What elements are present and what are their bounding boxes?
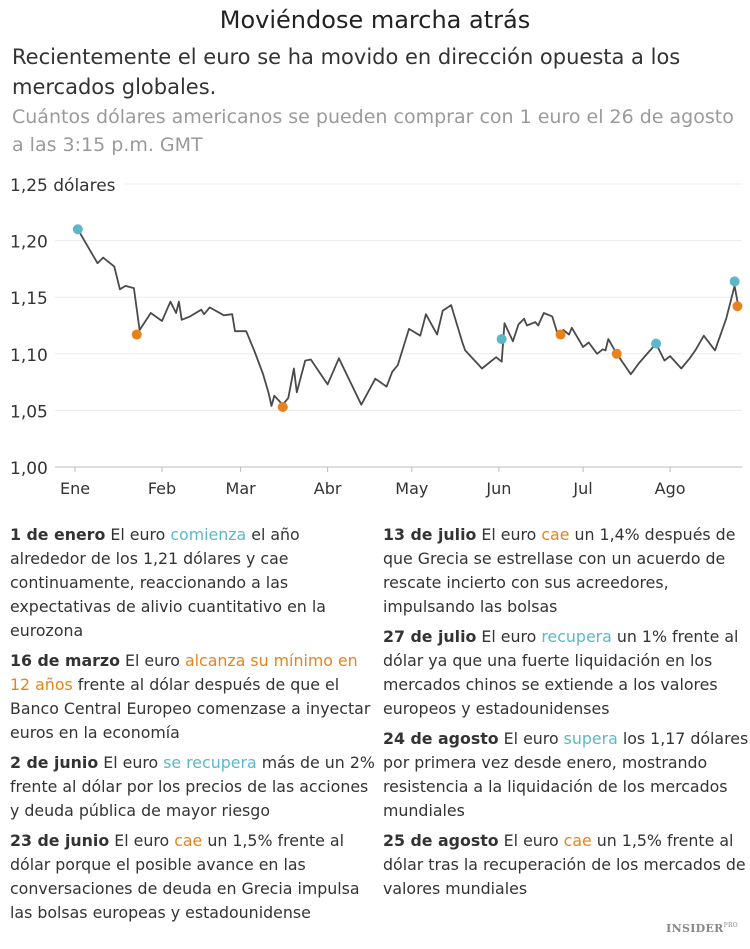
annotations-left: 1 de enero El euro comienza el año alred…	[10, 523, 378, 931]
fall-marker	[131, 329, 142, 340]
x-tick-label: Feb	[148, 479, 176, 498]
y-tick-label: 1,00	[10, 459, 48, 479]
annotation-text: El euro	[125, 651, 180, 670]
y-tick-label: 1,05	[10, 402, 48, 422]
annotation-text: El euro	[481, 525, 537, 544]
x-tick-label: Ago	[655, 479, 686, 498]
annotation-text: un 1% frente al dólar ya que una fuerte …	[383, 627, 739, 718]
annotation-highlight: cae	[174, 831, 203, 850]
insider-pro-logo: INSIDERPRO	[666, 922, 738, 935]
annotation-date: 25 de agosto	[383, 831, 499, 850]
annotation-highlight: recupera	[541, 627, 612, 646]
annotation-date: 1 de enero	[10, 525, 106, 544]
x-tick-label: Jun	[485, 479, 511, 498]
y-tick-label: 1,20	[10, 233, 48, 253]
annotation-text: El euro	[110, 525, 166, 544]
annotation: 2 de junio El euro se recupera más de un…	[10, 751, 378, 823]
annotation-text: más de un 2% frente al dólar por los pre…	[10, 753, 375, 820]
annotations-right: 13 de julio El euro cae un 1,4% después …	[383, 523, 750, 907]
annotation-text: el año alrededor de los 1,21 dólares y c…	[10, 525, 326, 640]
annotation: 13 de julio El euro cae un 1,4% después …	[383, 523, 750, 619]
annotation: 25 de agosto El euro cae un 1,5% frente …	[383, 829, 750, 901]
annotation: 24 de agosto El euro supera los 1,17 dól…	[383, 727, 750, 823]
chart-description: Cuántos dólares americanos se pueden com…	[12, 106, 734, 156]
euro-dollar-line	[77, 228, 739, 407]
annotation-highlight: cae	[541, 525, 570, 544]
annotation: 23 de junio El euro cae un 1,5% frente a…	[10, 829, 378, 925]
annotation-highlight: se recupera	[163, 753, 257, 772]
y-tick-label: 1,15	[10, 289, 48, 309]
rise-marker	[496, 334, 507, 345]
annotation-text: frente al dólar después de que el Banco …	[10, 675, 371, 742]
annotation-date: 2 de junio	[10, 753, 99, 772]
annotation-text: un 1,5% frente al dólar porque el posibl…	[10, 831, 360, 922]
fall-marker	[611, 348, 622, 359]
x-tick-label: Abr	[314, 479, 342, 498]
annotation-text: un 1,5% frente al dólar tras la recupera…	[383, 831, 746, 898]
annotation: 1 de enero El euro comienza el año alred…	[10, 523, 378, 643]
annotation-text: un 1,4% después de que Grecia se estrell…	[383, 525, 736, 616]
annotation-highlight: alcanza su mínimo en 12 años	[10, 651, 358, 694]
annotation-date: 27 de julio	[383, 627, 477, 646]
rise-marker	[72, 224, 83, 235]
annotation-date: 23 de junio	[10, 831, 110, 850]
annotation-text: El euro	[114, 831, 170, 850]
annotation-text: El euro	[481, 627, 537, 646]
x-tick-label: Jul	[572, 479, 592, 498]
rise-marker	[729, 276, 740, 287]
chart-subtitle: Recientemente el euro se ha movido en di…	[12, 45, 681, 99]
x-tick-label: Ene	[60, 479, 90, 498]
y-tick-label: 1,10	[10, 346, 48, 366]
annotation-text: El euro	[503, 831, 559, 850]
annotation: 27 de julio El euro recupera un 1% frent…	[383, 625, 750, 721]
fall-marker	[555, 329, 566, 340]
annotation-text: los 1,17 dólares por primera vez desde e…	[383, 729, 749, 820]
fall-marker	[732, 301, 743, 312]
fall-marker	[277, 402, 288, 413]
rise-marker	[651, 338, 662, 349]
annotation-highlight: comienza	[170, 525, 247, 544]
x-tick-label: May	[395, 479, 428, 498]
y-tick-label: 1,25 dólares	[10, 176, 116, 196]
line-chart: 1,25 dólares 1,20 1,15 1,10 1,05 1,00 Ene Feb Ma…	[10, 176, 743, 498]
x-tick-label: Mar	[226, 479, 257, 498]
annotation-text: El euro	[503, 729, 559, 748]
annotation-date: 24 de agosto	[383, 729, 499, 748]
annotation-text: El euro	[103, 753, 159, 772]
annotation-highlight: cae	[563, 831, 592, 850]
annotation-date: 13 de julio	[383, 525, 477, 544]
annotation-highlight: supera	[563, 729, 618, 748]
annotation-date: 16 de marzo	[10, 651, 120, 670]
annotation: 16 de marzo El euro alcanza su mínimo en…	[10, 649, 378, 745]
chart-title: Moviéndose marcha atrás	[219, 6, 531, 34]
